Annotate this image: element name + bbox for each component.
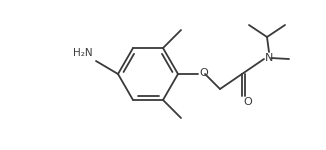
Text: O: O (199, 68, 208, 78)
Text: O: O (243, 97, 252, 107)
Text: N: N (265, 53, 274, 63)
Text: H₂N: H₂N (73, 48, 93, 58)
